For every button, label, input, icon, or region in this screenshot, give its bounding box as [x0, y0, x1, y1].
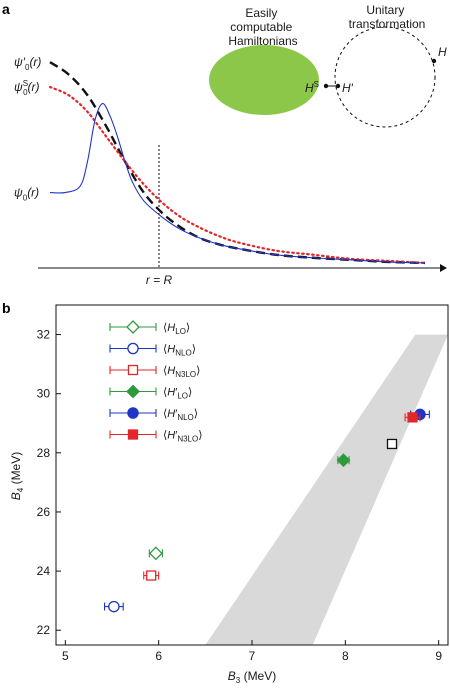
panel-b-points [103, 408, 430, 613]
panel-a-letter: a [2, 1, 10, 17]
x-tick-label: 5 [62, 649, 69, 663]
data-marker [127, 342, 139, 355]
data-marker [127, 364, 139, 376]
inset-blob-label-line: Hamiltonians [228, 34, 297, 48]
panel-b-band-shape [205, 334, 448, 645]
panel-a-curve-label: ψS 0(r) [14, 79, 40, 97]
panel-b-band [205, 334, 448, 645]
y-tick-label: 24 [37, 564, 51, 578]
panel-a-series-line [48, 85, 427, 265]
data-marker [126, 384, 140, 399]
y-tick-label: 26 [37, 505, 51, 519]
panel-a-axis-arrow [440, 264, 447, 272]
x-tick-label: 9 [435, 649, 442, 663]
y-tick-label: 32 [37, 328, 51, 342]
inset-label-h: H [438, 45, 447, 59]
inset-blob-label-line: computable [230, 20, 292, 34]
x-tick-label: 7 [249, 649, 256, 663]
panel-a-curve-labels: ψ′0(r) ψS 0(r) ψ0(r) [14, 55, 41, 202]
inset-point-hs [323, 83, 329, 89]
x-tick-label: 6 [155, 649, 162, 663]
data-marker [386, 438, 398, 450]
inset-ring-label-line: Unitary [366, 3, 404, 17]
legend-label: ⟨H′LO⟩ [163, 387, 192, 401]
inset-point-hprime [335, 83, 341, 89]
inset-ring-label: Unitary transformation [349, 3, 426, 31]
panel-a-r-marker-label: r = R [146, 273, 173, 287]
inset-diagram: Easily computable Hamiltonians Unitary t… [209, 3, 447, 128]
legend-label: ⟨H′NLO⟩ [163, 408, 198, 422]
y-tick-label: 28 [37, 446, 51, 460]
legend-label: ⟨H′N3LO⟩ [163, 430, 203, 444]
panel-b-letter: b [2, 300, 11, 316]
inset-point-h [431, 58, 437, 64]
panel-b-legend: ⟨HLO⟩ ⟨HNLO⟩ ⟨HN3LO⟩ ⟨H′LO⟩ ⟨H′NLO⟩ ⟨H′N3LO⟩ [109, 320, 203, 444]
inset-label-hprime: H′ [342, 81, 354, 95]
panel-a-curve-label: ψ0(r) [14, 186, 39, 203]
legend-label: ⟨HNLO⟩ [163, 344, 196, 358]
panel-a-curve-label: ψ′0(r) [14, 55, 41, 72]
legend-label: ⟨HLO⟩ [163, 322, 190, 336]
panel-a-curves [48, 61, 427, 265]
inset-blob-label: Easily computable Hamiltonians [228, 6, 297, 48]
panel-b-y-axis-label: B4 (MeV) [9, 452, 25, 500]
panel-b-x-axis-label: B3 (MeV) [228, 669, 276, 685]
y-tick-label: 30 [37, 387, 51, 401]
inset-ring-label-line: transformation [349, 17, 426, 31]
data-marker [336, 453, 351, 468]
panel-a-series-line [49, 102, 426, 264]
legend-label: ⟨HN3LO⟩ [163, 365, 200, 379]
data-marker [108, 600, 120, 613]
data-marker [407, 412, 418, 423]
inset-ring [334, 26, 436, 128]
panel-b-ticks: 5 6 7 8 9 22 24 26 28 30 32 [37, 328, 443, 663]
data-marker [146, 570, 157, 581]
y-tick-label: 22 [37, 623, 51, 637]
inset-blob-label-line: Easily [245, 6, 277, 20]
data-marker [127, 407, 139, 419]
data-marker [126, 320, 140, 334]
data-marker [148, 546, 163, 561]
inset-label-hs: HS [305, 80, 319, 95]
data-marker [127, 429, 139, 440]
x-tick-label: 8 [342, 649, 349, 663]
inset-blob [209, 45, 319, 115]
